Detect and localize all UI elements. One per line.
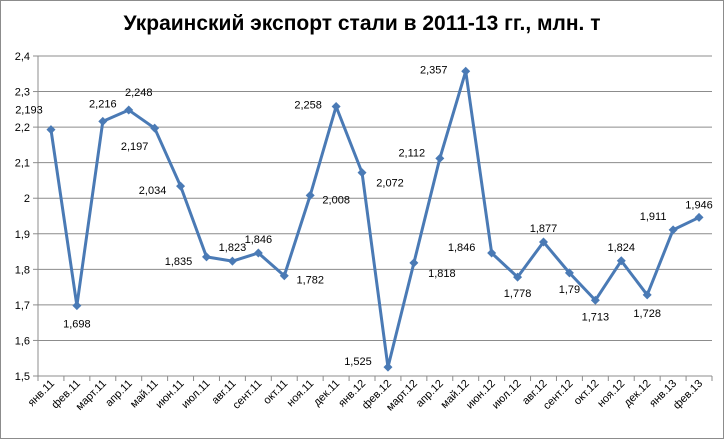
- data-label: 2,193: [15, 105, 43, 117]
- data-label: 1,525: [344, 356, 372, 368]
- data-label: 1,778: [504, 288, 532, 300]
- data-label: 1,911: [640, 211, 667, 223]
- data-point: [279, 271, 289, 281]
- data-label: 1,823: [219, 242, 247, 254]
- y-tick-label: 2: [24, 193, 30, 205]
- data-label: 1,698: [63, 319, 91, 331]
- y-tick-label: 2,2: [15, 122, 30, 134]
- data-point: [487, 248, 497, 258]
- data-point: [642, 290, 652, 300]
- data-point: [253, 248, 263, 258]
- data-label: 1,946: [685, 199, 713, 211]
- data-point: [331, 101, 341, 111]
- data-point: [383, 362, 393, 372]
- x-tick-label: дек.11: [311, 378, 342, 409]
- data-label: 1,846: [245, 234, 273, 246]
- data-label: 1,713: [582, 311, 610, 323]
- data-point: [150, 123, 160, 133]
- data-point: [124, 105, 134, 115]
- data-point: [513, 272, 523, 282]
- data-label: 1,824: [608, 242, 636, 254]
- y-tick-label: 1,5: [15, 371, 30, 383]
- data-label: 1,79: [559, 284, 580, 296]
- y-tick-label: 1,8: [15, 264, 30, 276]
- y-tick-label: 1,6: [15, 335, 30, 347]
- data-point: [409, 258, 419, 268]
- data-point: [305, 190, 315, 200]
- data-label: 2,008: [322, 194, 350, 206]
- data-point: [46, 125, 56, 135]
- data-point: [539, 237, 548, 247]
- y-tick-label: 2,1: [15, 158, 30, 170]
- y-tick-label: 2,3: [15, 87, 30, 99]
- data-label: 2,357: [420, 64, 448, 76]
- data-label: 1,835: [165, 256, 193, 268]
- chart-title: Украинский экспорт стали в 2011-13 гг., …: [123, 12, 601, 35]
- data-point: [176, 181, 186, 191]
- data-label: 1,818: [428, 268, 456, 280]
- x-tick-label: ноя.11: [285, 378, 317, 410]
- y-tick-label: 2,4: [15, 51, 30, 63]
- y-tick-label: 1,7: [15, 300, 30, 312]
- data-label: 1,728: [633, 308, 661, 320]
- x-tick-label: июл.12: [490, 378, 524, 412]
- data-point: [98, 116, 108, 126]
- data-point: [694, 212, 704, 222]
- data-point: [461, 66, 471, 76]
- data-point: [668, 225, 678, 235]
- data-point: [227, 256, 237, 266]
- series-line: [49, 69, 700, 369]
- data-point: [357, 168, 367, 178]
- y-tick-label: 1,9: [15, 229, 30, 241]
- data-point: [202, 252, 211, 262]
- data-label: 2,072: [376, 178, 404, 190]
- data-label: 2,248: [125, 87, 153, 99]
- x-tick-label: сент.11: [231, 378, 265, 412]
- x-tick-label: июл.11: [179, 378, 212, 411]
- data-label: 1,846: [448, 242, 476, 254]
- data-label: 1,877: [530, 223, 558, 235]
- data-label: 2,258: [294, 99, 322, 111]
- data-point: [72, 301, 82, 311]
- data-label: 1,782: [297, 275, 325, 287]
- data-point: [435, 153, 445, 163]
- data-label: 2,034: [139, 185, 167, 197]
- data-point: [590, 295, 600, 305]
- data-label: 2,197: [121, 141, 149, 153]
- x-tick-label: ноя.12: [595, 378, 627, 410]
- data-point: [564, 268, 574, 278]
- x-tick-label: фев.13: [671, 378, 705, 412]
- data-point: [616, 256, 626, 266]
- data-label: 2,216: [89, 98, 117, 110]
- x-tick-label: дек.12: [622, 378, 654, 410]
- data-label: 2,112: [398, 147, 425, 159]
